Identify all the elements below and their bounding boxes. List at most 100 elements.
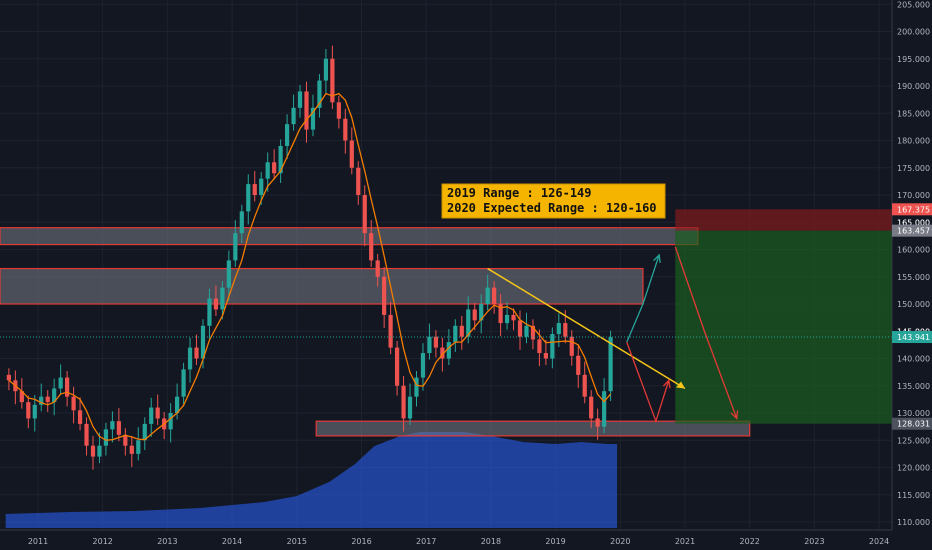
candle-body [149,407,154,424]
y-tick-label: 190.000 [897,82,930,91]
candle-body [336,102,341,119]
price-axis-background [892,0,932,550]
price-tag-label: 163.457 [897,227,930,236]
take-profit-zone [675,230,892,424]
candle-body [382,276,387,315]
candle-body [155,407,160,419]
candle-body [65,377,70,397]
candle-body [200,325,206,359]
candle-body [26,402,31,419]
drawings [0,246,892,424]
projection-arrow-2[interactable] [626,341,670,424]
volume-area-shape [5,432,618,528]
projection-arrowhead [653,253,661,263]
candle-body [414,377,419,397]
y-tick-label: 180.000 [897,137,930,146]
candle-body [52,388,57,403]
candle-body [420,353,426,378]
x-tick-label: 2015 [287,537,307,546]
candle-body [77,410,83,424]
x-tick-label: 2018 [481,537,501,546]
candle-body [6,374,11,381]
candles [6,45,613,470]
x-tick-label: 2017 [416,537,436,546]
zones [0,227,751,437]
candle-body [194,347,199,359]
candle-body [530,325,536,340]
candle-body [71,396,76,411]
y-tick-label: 185.000 [897,109,930,118]
annotation-background [441,183,666,219]
candle-body [297,91,303,108]
candle-body [58,377,63,389]
projection-arrow-3[interactable] [674,246,738,419]
candle-body [472,309,477,321]
candle-body [569,336,574,356]
trend-arrowhead [676,381,685,389]
candle-body [453,325,458,343]
candle-body [330,58,335,103]
y-tick-label: 195.000 [897,55,930,64]
price-tag-label: 143.941 [897,333,930,342]
candle-body [90,445,96,457]
candle-body [136,440,141,454]
x-tick-label: 2011 [28,537,48,546]
candle-body [123,434,128,446]
candle-body [608,337,613,392]
x-tick-label: 2021 [675,537,695,546]
position-tool [675,209,892,424]
candle-body [543,353,548,359]
candle-body [110,421,115,430]
y-tick-label: 155.000 [897,273,930,282]
y-tick-label: 140.000 [897,355,930,364]
projection-arrow-1[interactable] [626,254,660,343]
candle-body [323,58,329,81]
candle-body [278,145,283,174]
candle-body [511,314,516,321]
candle-body [233,233,238,261]
candle-body [226,260,231,288]
time-axis-background [0,530,932,550]
candle-body [401,385,406,419]
candle-body [116,421,121,435]
candle-body [466,309,471,337]
volume-area [5,432,618,528]
annotation-box[interactable]: 2019 Range : 126-149 2020 Expected Range… [441,183,666,219]
x-tick-label: 2020 [610,537,630,546]
candle-body [246,184,251,212]
x-tick-label: 2016 [351,537,371,546]
candle-body [498,304,503,324]
y-tick-label: 110.000 [897,518,930,527]
x-tick-label: 2019 [545,537,565,546]
trend-line[interactable] [487,267,686,390]
candle-body [97,445,102,457]
y-tick-label: 205.000 [897,0,930,9]
candle-body [272,162,277,174]
candle-body [427,336,432,354]
candle-body [252,184,257,195]
horizontal-zone-2 [0,267,644,305]
candle-body [168,413,173,430]
candle-body [265,162,270,179]
y-tick-label: 165.000 [897,218,930,227]
candle-body [589,396,594,419]
y-tick-label: 160.000 [897,246,930,255]
candle-body [563,323,568,337]
candle-body [239,211,244,234]
x-tick-label: 2023 [804,537,824,546]
candle-body [602,391,607,427]
x-tick-label: 2022 [740,537,760,546]
horizontal-zone-1 [0,227,699,246]
annotation-line-2: 2020 Expected Range : 120-160 [447,201,657,215]
candle-body [129,445,134,454]
candle-body [39,396,44,405]
moving-average [8,92,612,441]
candle-body [284,124,290,146]
y-tick-label: 130.000 [897,409,930,418]
y-tick-label: 135.000 [897,382,930,391]
candle-body [291,107,296,125]
y-tick-label: 120.000 [897,464,930,473]
candle-body [84,423,89,446]
candle-body [388,314,393,348]
